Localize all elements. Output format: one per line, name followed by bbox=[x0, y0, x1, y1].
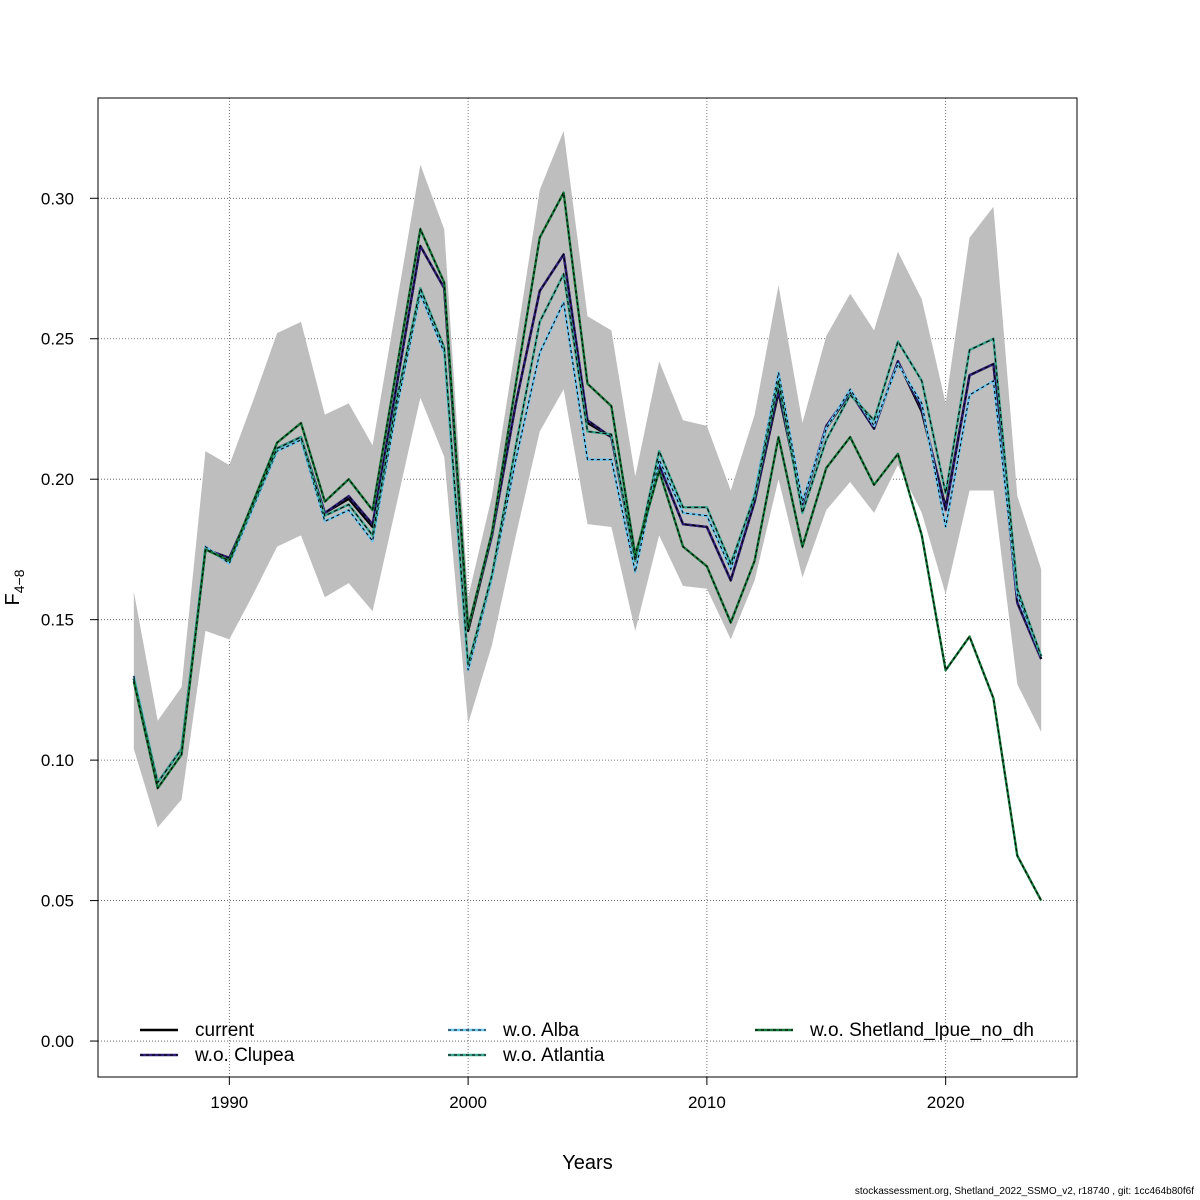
legend-item-w-o-clupea: w.o. Clupea bbox=[140, 1045, 295, 1066]
legend-label: w.o. Shetland_lpue_no_dh bbox=[809, 1020, 1034, 1041]
axes: 1990 2000 2010 2020 0.00 0.05 0.10 0.15 0.20 0.25… bbox=[41, 189, 965, 1112]
legend-item-w-o-atlantia: w.o. Atlantia bbox=[448, 1045, 605, 1066]
x-tick-label-2010: 2010 bbox=[688, 1093, 726, 1112]
y-tick-label-4: 0.20 bbox=[41, 470, 74, 489]
y-tick-label-5: 0.25 bbox=[41, 330, 74, 349]
y-tick-label-2: 0.10 bbox=[41, 751, 74, 770]
footer-credit: stockassessment.org, Shetland_2022_SSMO_… bbox=[854, 1186, 1194, 1197]
confidence-band bbox=[133, 130, 1042, 828]
legend-label: w.o. Alba bbox=[502, 1020, 579, 1041]
y-tick-label-0: 0.00 bbox=[41, 1032, 74, 1051]
x-tick-label-1990: 1990 bbox=[210, 1093, 248, 1112]
legend-item-w-o-alba: w.o. Alba bbox=[448, 1020, 579, 1041]
x-axis-title: Years bbox=[562, 1152, 612, 1174]
y-axis-title-main: F bbox=[2, 593, 24, 605]
y-axis-title-subscript: 4−8 bbox=[11, 569, 27, 593]
x-tick-label-2000: 2000 bbox=[449, 1093, 487, 1112]
series-dots-w-o-alba bbox=[133, 291, 1042, 784]
x-tick-label-2020: 2020 bbox=[927, 1093, 965, 1112]
legend-label: w.o. Clupea bbox=[194, 1045, 295, 1066]
y-tick-label-6: 0.30 bbox=[41, 189, 74, 208]
legend-label: w.o. Atlantia bbox=[502, 1045, 605, 1066]
series-layer bbox=[132, 190, 1043, 902]
legend-item-current: current bbox=[140, 1020, 255, 1041]
legend: current w.o. Clupea w.o. Alba w.o. Atlantia… bbox=[140, 1020, 1034, 1066]
series-line-w-o-shetland-lpue-no-dh bbox=[132, 191, 1043, 902]
y-tick-label-1: 0.05 bbox=[41, 892, 74, 911]
series-dots-w-o-atlantia bbox=[133, 272, 1042, 784]
y-tick-label-3: 0.15 bbox=[41, 611, 74, 630]
y-axis-title: F4−8 bbox=[2, 569, 27, 605]
plot-frame bbox=[97, 97, 1078, 1078]
legend-label: current bbox=[195, 1020, 255, 1041]
confidence-band-layer bbox=[133, 130, 1042, 828]
legend-item-w-o-shetland-lpue-no-dh: w.o. Shetland_lpue_no_dh bbox=[755, 1020, 1034, 1041]
